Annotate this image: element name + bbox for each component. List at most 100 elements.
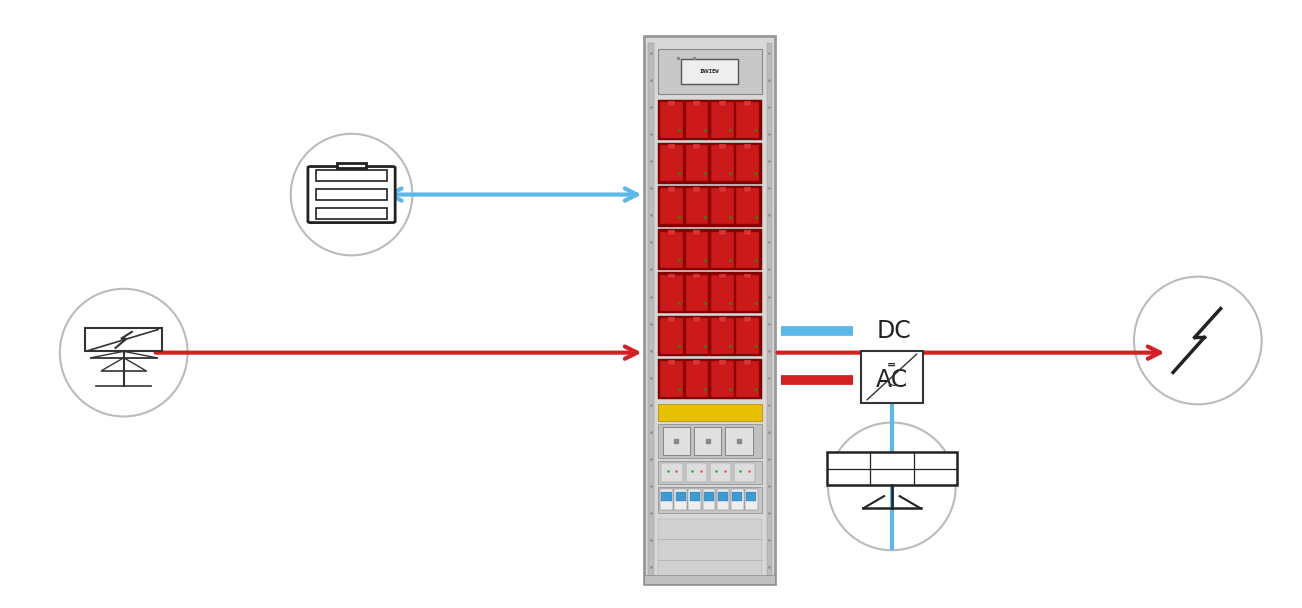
FancyBboxPatch shape [644,575,775,584]
FancyBboxPatch shape [307,167,396,223]
FancyBboxPatch shape [711,318,734,354]
FancyBboxPatch shape [737,188,759,224]
FancyBboxPatch shape [690,492,700,501]
FancyBboxPatch shape [685,361,708,397]
FancyBboxPatch shape [668,101,674,106]
FancyBboxPatch shape [717,492,728,501]
Text: AC: AC [876,368,909,392]
Ellipse shape [1134,277,1262,404]
FancyBboxPatch shape [737,232,759,268]
FancyBboxPatch shape [658,186,762,227]
FancyBboxPatch shape [694,230,700,235]
FancyBboxPatch shape [694,427,721,455]
FancyBboxPatch shape [694,274,700,278]
FancyBboxPatch shape [746,492,756,501]
FancyBboxPatch shape [711,188,734,224]
FancyBboxPatch shape [658,272,762,313]
FancyBboxPatch shape [658,404,762,421]
FancyBboxPatch shape [711,275,734,311]
FancyBboxPatch shape [704,492,713,501]
FancyBboxPatch shape [658,49,762,94]
FancyBboxPatch shape [719,230,725,235]
FancyBboxPatch shape [86,328,161,351]
FancyBboxPatch shape [725,427,753,455]
FancyBboxPatch shape [694,317,700,322]
FancyBboxPatch shape [681,59,738,84]
Ellipse shape [290,134,413,255]
FancyBboxPatch shape [719,101,725,106]
FancyBboxPatch shape [644,36,775,584]
FancyBboxPatch shape [719,317,725,322]
Text: INVIEW: INVIEW [700,69,719,74]
FancyBboxPatch shape [719,274,725,278]
FancyBboxPatch shape [685,188,708,224]
FancyBboxPatch shape [658,461,762,484]
FancyBboxPatch shape [745,144,751,149]
FancyBboxPatch shape [316,207,387,219]
FancyBboxPatch shape [737,145,759,181]
FancyBboxPatch shape [827,452,957,485]
FancyBboxPatch shape [711,232,734,268]
FancyBboxPatch shape [661,463,682,482]
FancyBboxPatch shape [658,100,762,140]
FancyBboxPatch shape [685,463,707,482]
FancyBboxPatch shape [658,487,762,513]
FancyBboxPatch shape [663,427,690,455]
FancyBboxPatch shape [732,492,742,501]
FancyBboxPatch shape [694,144,700,149]
Text: ~: ~ [887,379,897,393]
FancyBboxPatch shape [689,489,702,510]
FancyBboxPatch shape [658,143,762,184]
FancyBboxPatch shape [337,163,366,168]
FancyBboxPatch shape [694,101,700,106]
FancyBboxPatch shape [745,101,751,106]
FancyBboxPatch shape [745,317,751,322]
FancyBboxPatch shape [737,318,759,354]
FancyBboxPatch shape [658,424,762,458]
FancyBboxPatch shape [658,359,762,399]
FancyBboxPatch shape [668,274,674,278]
FancyBboxPatch shape [745,274,751,278]
FancyBboxPatch shape [745,489,758,510]
FancyBboxPatch shape [658,229,762,270]
FancyBboxPatch shape [668,144,674,149]
FancyBboxPatch shape [745,187,751,192]
Text: DC: DC [876,319,911,344]
FancyBboxPatch shape [730,489,743,510]
FancyBboxPatch shape [719,144,725,149]
FancyBboxPatch shape [745,230,751,235]
FancyBboxPatch shape [685,145,708,181]
FancyBboxPatch shape [316,170,387,181]
FancyBboxPatch shape [658,519,762,581]
FancyBboxPatch shape [660,102,682,138]
FancyBboxPatch shape [767,43,772,578]
Ellipse shape [60,289,187,416]
FancyBboxPatch shape [861,351,923,402]
FancyBboxPatch shape [711,145,734,181]
FancyBboxPatch shape [711,102,734,138]
FancyBboxPatch shape [703,489,715,510]
FancyBboxPatch shape [668,187,674,192]
FancyBboxPatch shape [660,361,682,397]
FancyBboxPatch shape [668,230,674,235]
FancyBboxPatch shape [737,102,759,138]
FancyBboxPatch shape [660,145,682,181]
FancyBboxPatch shape [676,492,686,501]
FancyBboxPatch shape [737,361,759,397]
FancyBboxPatch shape [668,360,674,365]
FancyBboxPatch shape [648,43,654,578]
FancyBboxPatch shape [661,492,672,501]
FancyBboxPatch shape [660,275,682,311]
FancyBboxPatch shape [685,318,708,354]
FancyBboxPatch shape [658,316,762,356]
FancyBboxPatch shape [674,489,687,510]
FancyBboxPatch shape [719,360,725,365]
FancyBboxPatch shape [660,489,673,510]
FancyBboxPatch shape [711,361,734,397]
Ellipse shape [828,423,956,550]
FancyBboxPatch shape [668,317,674,322]
FancyBboxPatch shape [734,463,755,482]
FancyBboxPatch shape [716,489,729,510]
FancyBboxPatch shape [685,102,708,138]
FancyBboxPatch shape [660,318,682,354]
